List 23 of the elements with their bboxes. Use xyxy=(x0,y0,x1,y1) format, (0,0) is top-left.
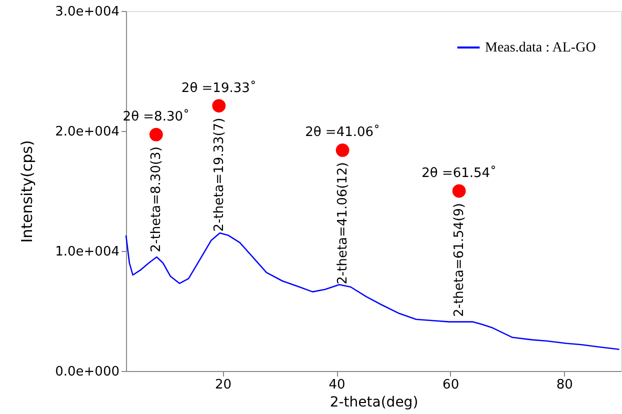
legend-label: Meas.data : AL-GO xyxy=(485,40,596,56)
x-axis-title: 2-theta(deg) xyxy=(330,394,418,410)
x-tick-label: 60 xyxy=(442,378,460,392)
x-tick-label: 20 xyxy=(214,378,232,392)
annotation: 2-theta=61.54(9) xyxy=(452,203,468,317)
annotation: 2-theta=41.06(12) xyxy=(336,162,351,284)
y-tick-label: 3.0e+004 xyxy=(55,4,120,20)
data-label: 2θ =19.33˚ xyxy=(181,80,256,96)
y-tick-label: 2.0e+004 xyxy=(55,124,120,140)
annotation: 2-theta=19.33(7) xyxy=(212,118,227,232)
y-tick-label: 1.0e+004 xyxy=(55,244,120,260)
y-axis-title: Intensity(cps) xyxy=(18,140,36,243)
x-tick-label: 80 xyxy=(556,378,573,392)
point xyxy=(149,128,163,142)
data-label: 2θ =41.06˚ xyxy=(305,124,380,140)
y-tick-label: 0.0e+000 xyxy=(55,364,120,380)
data-label: 2θ =61.54˚ xyxy=(422,165,497,181)
data-label: 2θ =8.30˚ xyxy=(122,108,190,125)
x-tick-label: 40 xyxy=(328,378,346,392)
point xyxy=(212,99,226,112)
point xyxy=(452,184,466,198)
annotation: 2-theta=8.30(3) xyxy=(149,146,164,252)
point xyxy=(336,144,350,157)
